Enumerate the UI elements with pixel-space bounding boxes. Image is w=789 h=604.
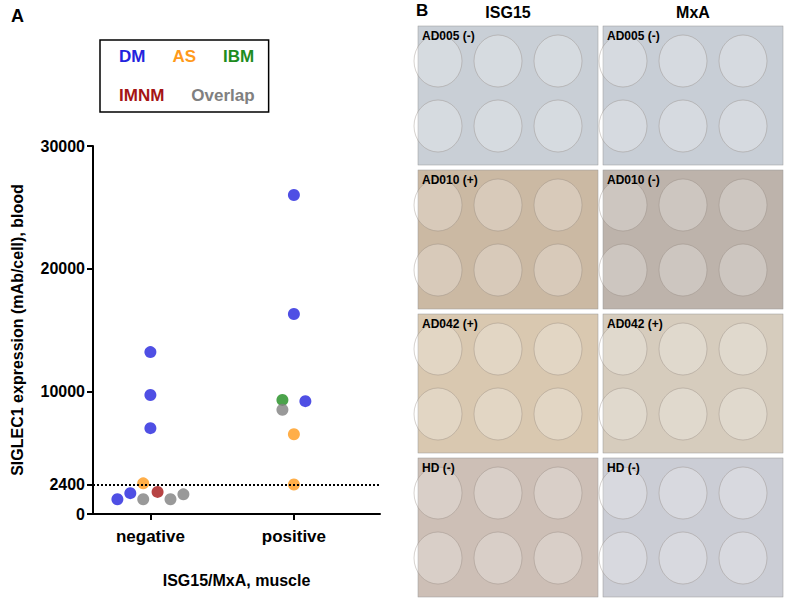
svg-text:10000: 10000	[41, 383, 86, 400]
svg-text:AD042 (+): AD042 (+)	[422, 317, 478, 331]
svg-text:20000: 20000	[41, 260, 86, 277]
svg-text:AD010 (+): AD010 (+)	[422, 173, 478, 187]
svg-text:2400: 2400	[49, 476, 85, 493]
svg-text:HD (-): HD (-)	[422, 461, 455, 475]
svg-text:B: B	[416, 1, 428, 20]
svg-text:AD010 (-): AD010 (-)	[607, 173, 660, 187]
svg-text:DM: DM	[119, 47, 145, 66]
svg-text:0: 0	[76, 506, 85, 523]
svg-text:A: A	[11, 6, 24, 26]
svg-text:AD005 (-): AD005 (-)	[422, 29, 475, 43]
svg-text:MxA: MxA	[676, 4, 710, 21]
svg-text:SIGLEC1 expression (mAb/cell),: SIGLEC1 expression (mAb/cell), blood	[9, 184, 26, 476]
svg-text:AD005 (-): AD005 (-)	[607, 29, 660, 43]
svg-text:AS: AS	[172, 47, 196, 66]
svg-text:Overlap: Overlap	[191, 86, 254, 105]
svg-text:30000: 30000	[41, 138, 86, 155]
svg-text:AD042 (+): AD042 (+)	[607, 317, 663, 331]
svg-text:IBM: IBM	[223, 47, 254, 66]
svg-text:negative: negative	[116, 527, 185, 546]
svg-text:positive: positive	[262, 527, 326, 546]
svg-text:IMNM: IMNM	[119, 86, 164, 105]
svg-text:ISG15/MxA, muscle: ISG15/MxA, muscle	[163, 572, 311, 589]
svg-text:ISG15: ISG15	[485, 4, 530, 21]
svg-text:HD (-): HD (-)	[607, 461, 640, 475]
